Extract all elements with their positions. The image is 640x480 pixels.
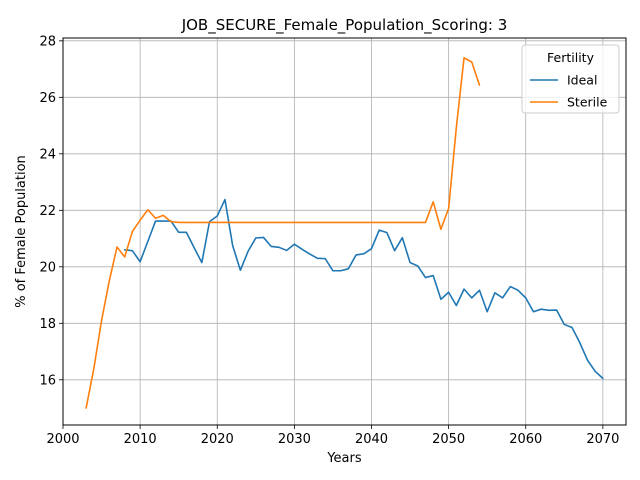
x-tick-label: 2000 [46, 432, 79, 447]
y-tick-label: 26 [39, 91, 56, 106]
y-tick-label: 24 [39, 147, 56, 162]
x-tick-label: 2050 [432, 432, 465, 447]
legend-box [521, 44, 620, 114]
legend: Fertility Ideal Sterile [521, 44, 620, 114]
y-tick-label: 22 [39, 204, 56, 219]
y-axis-ticks: 16 18 20 22 24 26 28 [39, 34, 63, 388]
x-tick-label: 2030 [278, 432, 311, 447]
legend-title: Fertility [547, 50, 595, 65]
y-tick-label: 18 [39, 317, 56, 332]
legend-label: Sterile [567, 95, 608, 110]
x-tick-label: 2040 [355, 432, 388, 447]
legend-label: Ideal [567, 73, 597, 88]
x-axis-ticks: 2000 2010 2020 2030 2040 2050 2060 2070 [46, 425, 619, 447]
y-tick-label: 28 [39, 34, 56, 49]
series-line-ideal [123, 198, 604, 380]
y-tick-label: 20 [39, 260, 56, 275]
x-tick-label: 2010 [124, 432, 157, 447]
y-tick-label: 16 [39, 373, 56, 388]
y-axis-label: % of Female Population [14, 155, 29, 308]
series-line-sterile [85, 56, 481, 409]
x-tick-label: 2070 [586, 432, 619, 447]
plot-frame [62, 37, 627, 426]
x-axis-label: Years [326, 451, 362, 466]
x-tick-label: 2060 [509, 432, 542, 447]
series-lines [85, 56, 604, 409]
chart-title: JOB_SECURE_Female_Population_Scoring: 3 [181, 16, 508, 35]
x-tick-label: 2020 [201, 432, 234, 447]
